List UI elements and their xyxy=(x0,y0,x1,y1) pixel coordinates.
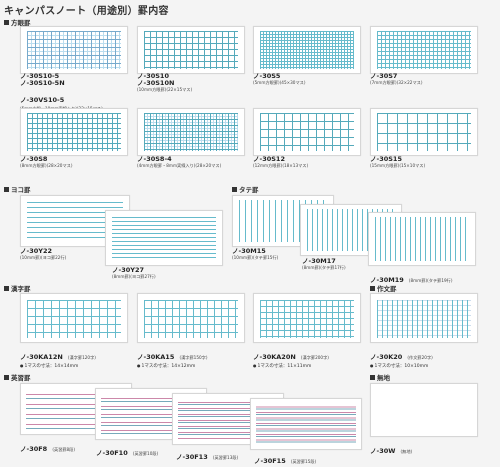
label-tate-1: ノ-30M15 (10mm罫)(タテ罫15行) xyxy=(232,247,279,261)
grid-5mm-10mm xyxy=(27,31,121,69)
card-30S12 xyxy=(253,108,361,156)
card-30M19 xyxy=(368,212,476,266)
grid-5mm xyxy=(260,31,354,69)
card-30S10 xyxy=(137,26,245,74)
lines-8mm xyxy=(112,217,216,261)
label-group-5: ノ-30S8 (8mm方眼罫)(28×20マス) xyxy=(20,155,73,169)
label-sakubun-1: ノ-30K20 (作文罫20字) 1マスの寸法：10×10mm xyxy=(370,344,433,370)
card-30S7 xyxy=(370,26,478,74)
label-group-3: ノ-30S5 (5mm方眼罫)(45×30マス) xyxy=(253,72,306,86)
card-30S10-5 xyxy=(20,26,128,74)
card-30KA15 xyxy=(137,293,245,343)
label-group-1: ノ-30S10-5 ノ-30S10-5N ノ-30VS10-5 (5mm方眼・1… xyxy=(20,72,103,112)
label-tate-3: ノ-30M19 (8mm罫)(タテ罫19行) xyxy=(370,276,453,284)
section-kanji: 漢字罫 xyxy=(4,283,31,293)
card-30S8-4 xyxy=(137,108,245,156)
label-kanji-3: ノ-30KA20N (漢字罫200字) 1マスの寸法：11×11mm xyxy=(253,344,329,370)
section-tate: タテ罫 xyxy=(232,184,259,194)
label-eishu-2: ノ-30F10 (英習罫10段) xyxy=(96,449,159,457)
label-group-4: ノ-30S7 (7mm方眼罫)(32×22マス) xyxy=(370,72,423,86)
label-group-2: ノ-30S10 ノ-30S10N (10mm方眼罫)(22×15マス) xyxy=(137,72,193,93)
page-title: キャンパスノート（用途別）罫内容 xyxy=(4,6,169,17)
section-sakubun: 作文罫 xyxy=(370,283,397,293)
section-yoko: ヨコ罫 xyxy=(4,184,31,194)
card-30K20 xyxy=(370,293,478,343)
label-tate-2: ノ-30M17 (8mm罫)(タテ罫17行) xyxy=(302,257,346,271)
kanji-grid-200 xyxy=(260,300,354,338)
card-30S8 xyxy=(20,108,128,156)
section-hougan: 方眼罫 xyxy=(4,17,31,27)
label-kanji-2: ノ-30KA15 (漢字罫150字) 1マスの寸法：14×12mm xyxy=(137,344,207,370)
english-lines-15 xyxy=(256,404,356,444)
card-30S15 xyxy=(370,108,478,156)
card-30KA12N xyxy=(20,293,128,343)
grid-10mm xyxy=(144,31,238,69)
label-eishu-3: ノ-30F13 (英習罫13段) xyxy=(176,453,239,461)
label-muji-1: ノ-30W (無地) xyxy=(370,447,413,455)
grid-7mm xyxy=(377,31,471,69)
sakubun-grid xyxy=(377,300,471,338)
vlines-19 xyxy=(375,217,469,261)
grid-4mm-8mm xyxy=(144,113,238,151)
label-group-6: ノ-30S8-4 (4mm方眼罫・8mm実線入り)(28×20マス) xyxy=(137,155,222,169)
card-30S5 xyxy=(253,26,361,74)
card-30W xyxy=(370,383,478,437)
label-eishu-4: ノ-30F15 (英習罫15段) xyxy=(254,457,317,465)
label-group-8: ノ-30S15 (15mm方眼罫)(15×10マス) xyxy=(370,155,426,169)
kanji-grid-120 xyxy=(27,300,121,338)
label-kanji-1: ノ-30KA12N (漢字罫120字) 1マスの寸法：14×14mm xyxy=(20,344,96,370)
label-eishu-1: ノ-30F8 (英習罫8段) xyxy=(20,445,75,453)
card-30Y27 xyxy=(105,210,223,266)
grid-8mm xyxy=(27,113,121,151)
kanji-grid-150 xyxy=(144,300,238,338)
section-eishu: 英習罫 xyxy=(4,372,31,382)
label-yoko-2: ノ-30Y27 (8mm罫)(ヨコ罫27行) xyxy=(112,266,156,280)
label-yoko-1: ノ-30Y22 (10mm罫)(ヨコ罫22行) xyxy=(20,247,67,261)
section-muji: 無地 xyxy=(370,372,390,382)
grid-12mm xyxy=(260,113,354,151)
label-group-7: ノ-30S12 (12mm方眼罫)(18×13マス) xyxy=(253,155,309,169)
card-30F15 xyxy=(250,398,362,450)
card-30KA20N xyxy=(253,293,361,343)
grid-15mm xyxy=(377,113,471,151)
